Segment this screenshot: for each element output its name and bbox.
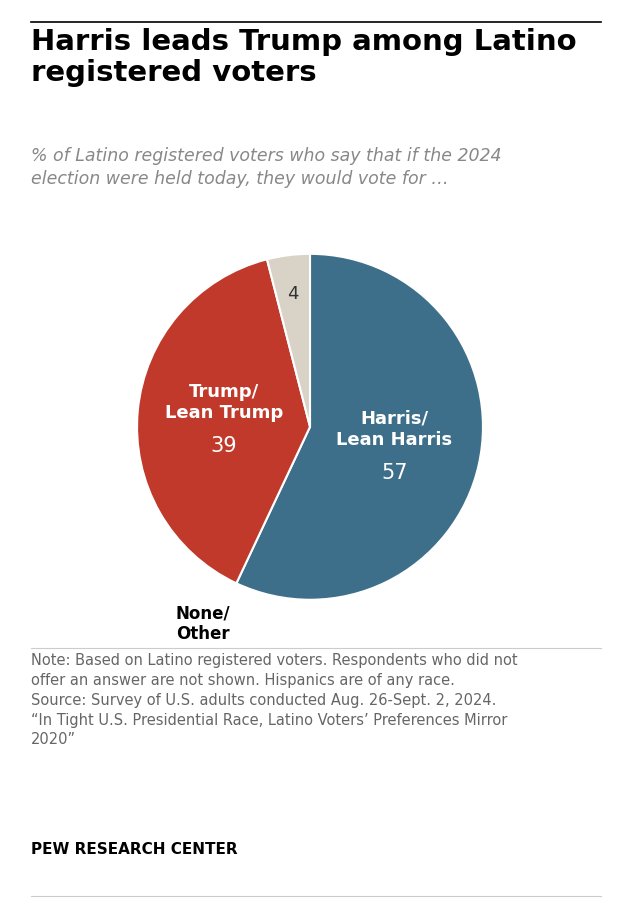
Wedge shape xyxy=(236,255,483,600)
Text: 4: 4 xyxy=(287,285,299,302)
Text: None/
Other: None/ Other xyxy=(175,604,230,642)
Wedge shape xyxy=(137,260,310,584)
Text: Harris/
Lean Harris: Harris/ Lean Harris xyxy=(336,410,453,448)
Text: 57: 57 xyxy=(381,462,407,482)
Wedge shape xyxy=(267,255,310,427)
Text: Harris leads Trump among Latino
registered voters: Harris leads Trump among Latino register… xyxy=(31,28,577,86)
Text: PEW RESEARCH CENTER: PEW RESEARCH CENTER xyxy=(31,841,237,856)
Text: 39: 39 xyxy=(211,435,237,455)
Text: % of Latino registered voters who say that if the 2024
election were held today,: % of Latino registered voters who say th… xyxy=(31,147,502,187)
Text: Trump/
Lean Trump: Trump/ Lean Trump xyxy=(165,382,283,421)
Text: Note: Based on Latino registered voters. Respondents who did not
offer an answer: Note: Based on Latino registered voters.… xyxy=(31,652,518,746)
